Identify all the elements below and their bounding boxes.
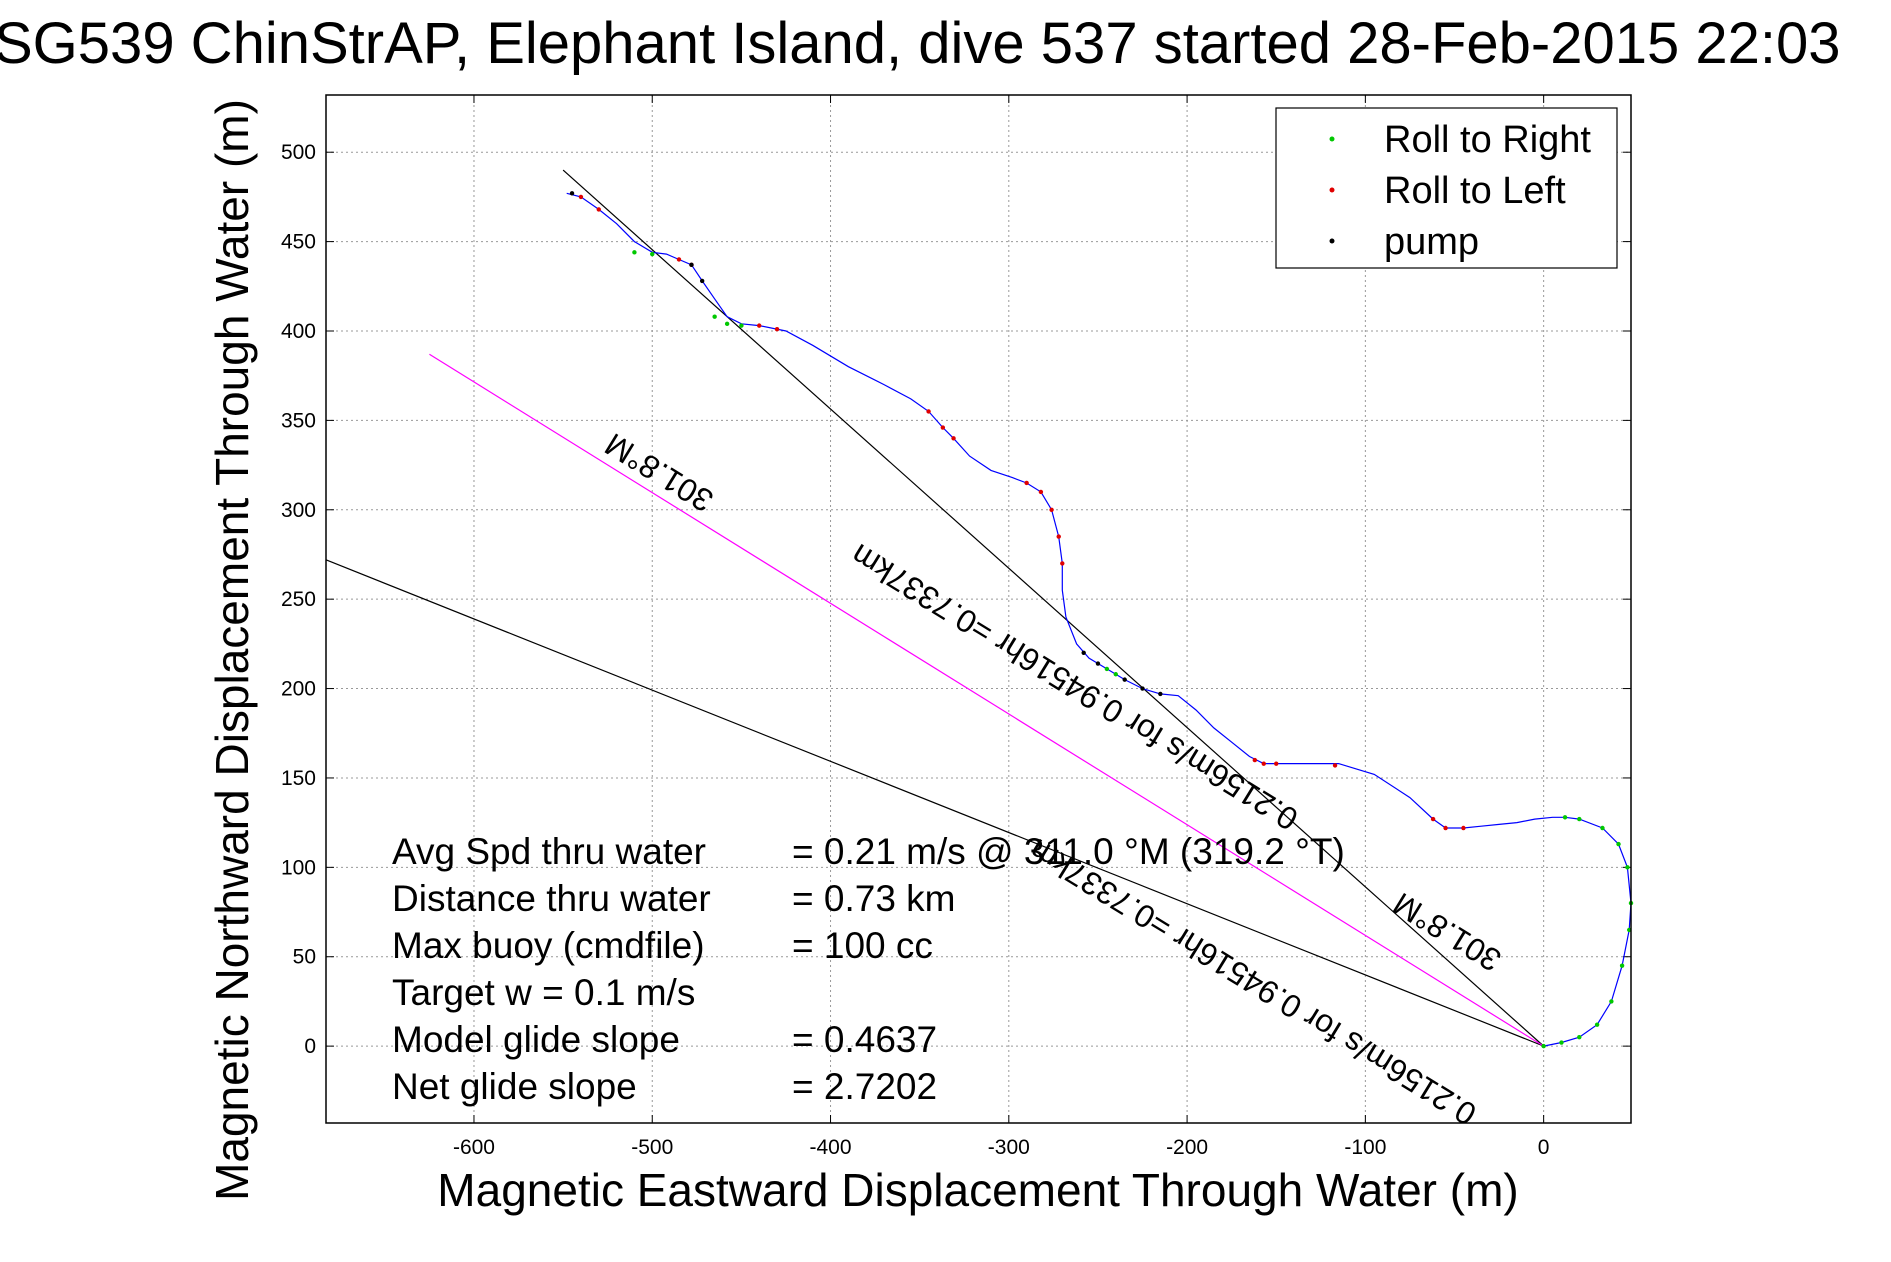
data-point [1024, 480, 1029, 486]
y-tick-label: 250 [281, 588, 316, 611]
y-tick-label: 300 [281, 499, 316, 522]
data-point [676, 257, 682, 262]
y-tick-label: 400 [281, 320, 316, 343]
x-tick-label: 0 [1538, 1136, 1550, 1159]
x-tick-label: -600 [453, 1136, 495, 1159]
legend-label: Roll to Left [1384, 170, 1566, 212]
data-point [1252, 757, 1258, 763]
data-point [1461, 825, 1466, 831]
legend-label: pump [1384, 221, 1479, 263]
y-tick-label: 0 [304, 1035, 316, 1058]
data-point [1274, 761, 1279, 766]
x-axis-label: Magnetic Eastward Displacement Through W… [437, 1164, 1518, 1216]
data-point [1430, 816, 1436, 822]
y-tick-label: 350 [281, 409, 316, 432]
data-point [951, 436, 956, 441]
stat-label: Target w = 0.1 m/s [392, 972, 695, 1013]
data-point [1625, 865, 1630, 870]
line-label: 301.8°M [1387, 886, 1508, 979]
data-point [757, 323, 762, 328]
data-point [1577, 1034, 1582, 1040]
data-point [1060, 561, 1065, 566]
stat-value: = 100 cc [792, 925, 933, 966]
line-label: 301.8°M [599, 426, 720, 519]
data-point [1594, 1022, 1600, 1027]
data-point [1140, 686, 1145, 691]
y-tick-label: 450 [281, 231, 316, 254]
data-point [1443, 825, 1448, 831]
legend-marker [1329, 238, 1335, 244]
x-tick-label: -300 [988, 1136, 1030, 1159]
data-point [1104, 666, 1110, 672]
y-axis-label: Magnetic Northward Displacement Through … [206, 99, 258, 1201]
stat-label: Net glide slope [392, 1066, 637, 1107]
stat-value: = 0.73 km [792, 878, 956, 919]
x-tick-label: -400 [810, 1136, 852, 1159]
data-point [650, 251, 655, 257]
data-point [1562, 815, 1568, 820]
stat-label: Model glide slope [392, 1019, 680, 1060]
data-point [578, 194, 584, 200]
stat-label: Max buoy (cmdfile) [392, 925, 705, 966]
stat-value: = 2.7202 [792, 1066, 937, 1107]
data-point [1049, 507, 1054, 512]
reference-line [325, 559, 1544, 1047]
data-point [689, 262, 694, 268]
legend-marker [1329, 187, 1335, 193]
data-point [712, 314, 717, 319]
data-point [1559, 1040, 1564, 1045]
x-tick-label: -100 [1344, 1136, 1386, 1159]
data-point [1158, 691, 1163, 697]
stats-panel: Avg Spd thru water = 0.21 m/s @ 311.0 °M … [392, 831, 1345, 1107]
x-tick-label: -500 [631, 1136, 673, 1159]
data-point [724, 321, 730, 327]
data-point [940, 425, 946, 430]
data-point [1616, 841, 1621, 847]
data-point [1541, 1043, 1546, 1049]
data-point [774, 327, 780, 332]
data-point [1095, 661, 1101, 666]
data-point [1038, 489, 1044, 495]
data-point [1609, 999, 1614, 1004]
stat-value: = 0.4637 [792, 1019, 937, 1060]
data-point [1081, 650, 1086, 656]
data-point [1577, 816, 1582, 822]
data-point [632, 250, 637, 255]
data-point [1600, 825, 1605, 831]
data-point [1619, 963, 1625, 968]
data-point [569, 191, 575, 196]
line-label: 0.2156m/s for 0.94516hr =0.7337km [845, 537, 1304, 838]
stat-label: Avg Spd thru water [392, 831, 706, 872]
data-point [699, 278, 705, 284]
plot-frame [325, 94, 1632, 1124]
data-point [926, 409, 931, 414]
data-point [1261, 761, 1266, 766]
stat-label: Distance thru water [392, 878, 711, 919]
y-tick-label: 100 [281, 856, 316, 879]
legend: Roll to Right Roll to Left pump [1275, 107, 1618, 269]
data-point [1122, 677, 1127, 682]
data-point [1332, 763, 1338, 768]
data-series [566, 191, 1634, 1049]
y-tick-label: 150 [281, 767, 316, 790]
data-point [596, 207, 601, 212]
chart-title: SG539 ChinStrAP, Elephant Island, dive 5… [0, 11, 1840, 76]
y-tick-label: 200 [281, 678, 316, 701]
line-label: 0.2156m/s for 0.94516hr =0.7337km [1023, 832, 1482, 1133]
y-tick-label: 500 [281, 141, 316, 164]
reference-line [429, 353, 1544, 1047]
track-line [566, 192, 1632, 1047]
stat-value: = 0.21 m/s @ 311.0 °M (319.2 °T) [792, 831, 1345, 872]
data-point [1056, 534, 1061, 539]
y-tick-label: 50 [293, 946, 316, 969]
legend-label: Roll to Right [1384, 119, 1591, 161]
data-point [739, 323, 744, 328]
data-point [1113, 672, 1118, 677]
axis-ticks: -600 -500 -400 -300 -200 -100 0 0 50 100 150 200 250… [281, 95, 1631, 1159]
x-tick-label: -200 [1166, 1136, 1208, 1159]
legend-marker [1329, 136, 1335, 142]
line-labels: 301.8°M0.2156m/s for 0.94516hr =0.7337km… [599, 426, 1508, 1132]
